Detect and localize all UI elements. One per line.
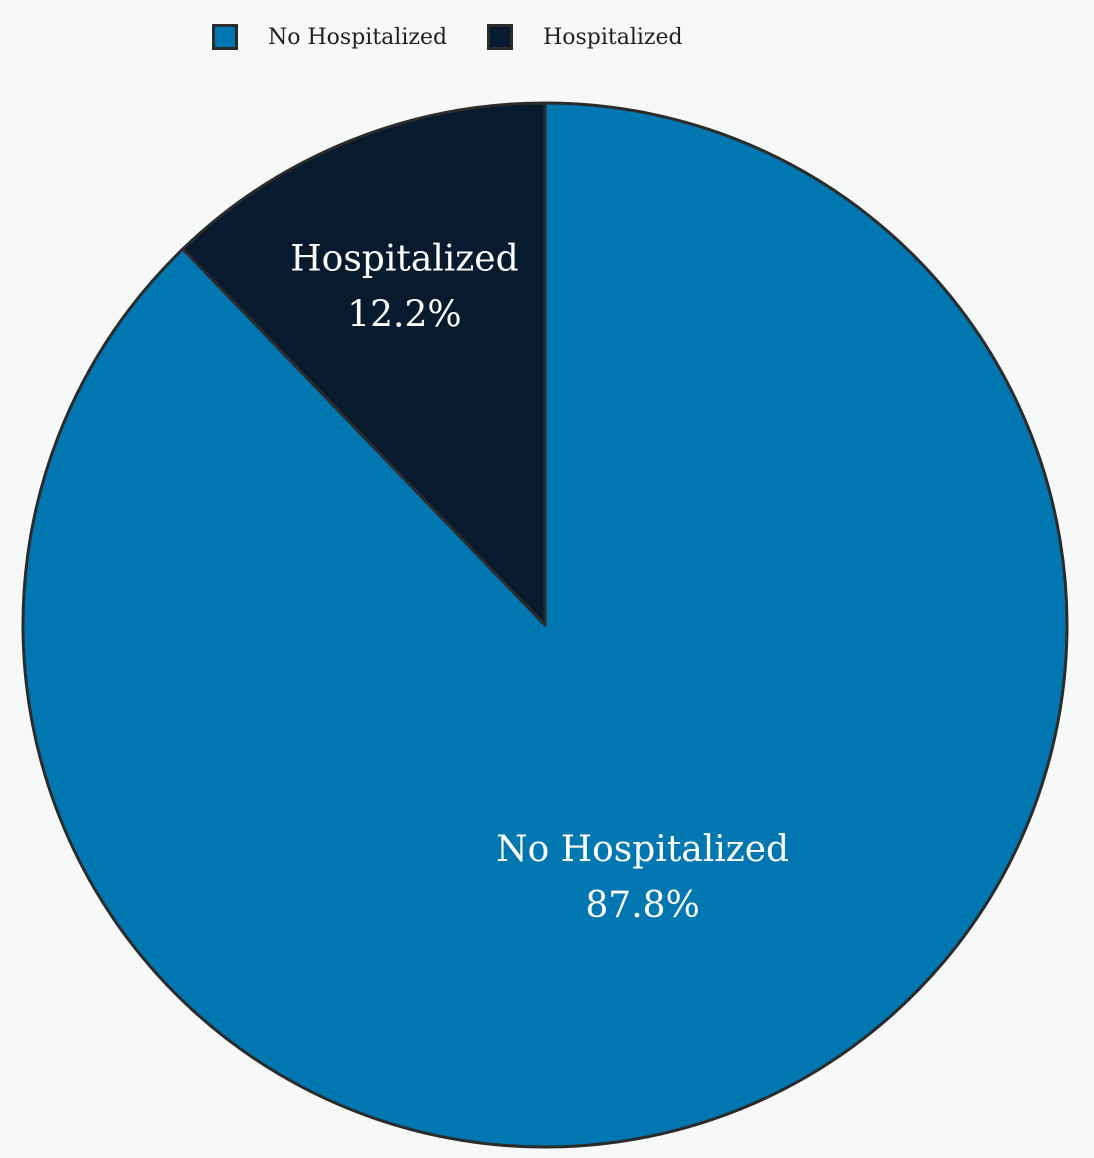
legend-item-no-hospitalized[interactable]: No Hospitalized (212, 24, 447, 50)
legend: No Hospitalized Hospitalized (212, 24, 723, 50)
slice-value-no-hospitalized: 87.8% (585, 885, 699, 926)
legend-label-hospitalized: Hospitalized (543, 24, 683, 50)
legend-swatch-hospitalized (487, 24, 514, 50)
slice-value-hospitalized: 12.2% (347, 294, 461, 335)
legend-swatch-no-hospitalized (212, 24, 238, 50)
legend-label-no-hospitalized: No Hospitalized (268, 24, 448, 50)
slice-label-hospitalized: Hospitalized (290, 238, 518, 279)
pie-slice-hospitalized[interactable] (181, 101, 547, 627)
legend-item-hospitalized[interactable]: Hospitalized (487, 24, 683, 50)
pie-slice-no-hospitalized[interactable] (21, 101, 1069, 1149)
slice-label-no-hospitalized: No Hospitalized (496, 829, 789, 870)
